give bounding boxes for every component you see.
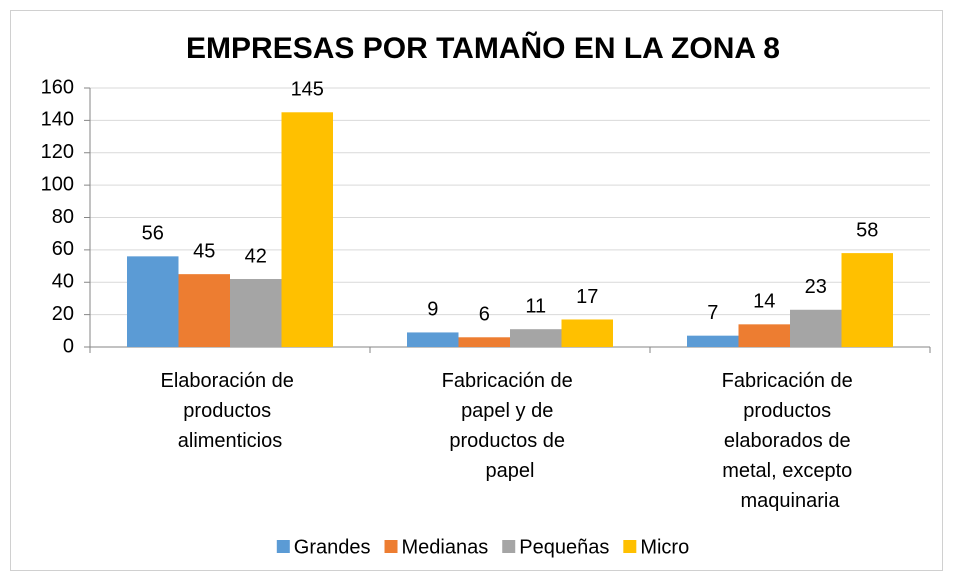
chart-title: EMPRESAS POR TAMAÑO EN LA ZONA 8 <box>186 31 780 65</box>
data-label: 7 <box>707 302 718 324</box>
bar <box>561 319 613 347</box>
legend-label: Medianas <box>402 536 489 558</box>
data-label: 14 <box>753 291 775 313</box>
bar <box>127 256 179 347</box>
legend-swatch <box>276 540 290 553</box>
legend-label: Grandes <box>294 536 371 558</box>
data-label: 145 <box>291 79 324 101</box>
y-tick-label: 0 <box>63 335 74 357</box>
legend-label: Micro <box>640 536 689 558</box>
bar <box>790 309 842 347</box>
bar <box>458 337 510 347</box>
bar <box>230 279 282 347</box>
data-label: 23 <box>805 276 827 298</box>
legend-swatch <box>623 540 637 553</box>
y-tick-label: 60 <box>52 238 74 260</box>
bar <box>281 112 333 347</box>
data-label: 6 <box>479 304 490 326</box>
bar <box>738 324 790 347</box>
bar <box>841 253 893 347</box>
data-label: 11 <box>525 295 546 317</box>
y-tick-label: 100 <box>41 173 74 195</box>
data-label: 17 <box>576 286 598 308</box>
y-tick-label: 120 <box>41 141 74 163</box>
legend-swatch <box>502 540 516 553</box>
y-tick-label: 160 <box>41 76 74 98</box>
data-label: 56 <box>142 223 164 245</box>
legend-label: Pequeñas <box>519 536 609 558</box>
bar <box>407 332 459 347</box>
data-label: 9 <box>427 299 438 321</box>
y-tick-label: 140 <box>41 109 74 131</box>
data-label: 58 <box>856 219 878 241</box>
y-tick-label: 80 <box>52 206 74 228</box>
bar <box>510 329 562 347</box>
x-tick-label: Fabricación de papel y de productos de p… <box>442 370 579 482</box>
legend-swatch <box>384 540 398 553</box>
y-tick-label: 20 <box>52 303 74 325</box>
x-tick-label: Fabricación de productos elaborados de m… <box>722 370 859 512</box>
bar <box>178 274 230 347</box>
bar <box>687 335 739 347</box>
y-tick-label: 40 <box>52 271 74 293</box>
data-label: 45 <box>193 240 215 262</box>
data-label: 42 <box>245 245 267 267</box>
x-tick-label: Elaboración de productos alimenticios <box>161 370 300 452</box>
